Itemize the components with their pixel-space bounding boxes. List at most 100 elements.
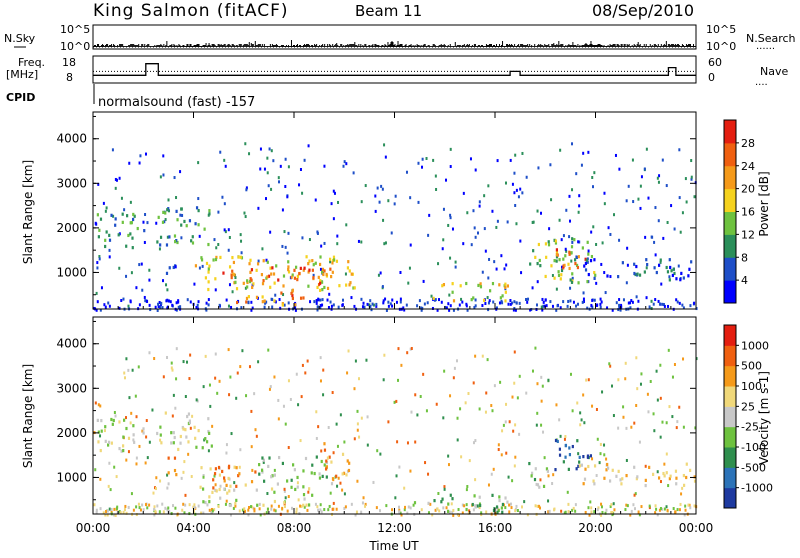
velocity-ground-pixel: [247, 506, 250, 510]
velocity-scatter-pixel: [465, 488, 468, 492]
velocity-ground-pixel: [106, 509, 109, 513]
velocity-scatter-pixel: [659, 396, 662, 400]
velocity-scatter-pixel: [409, 469, 412, 473]
power-scatter-pixel: [609, 232, 612, 236]
power-scatter-pixel: [448, 293, 451, 297]
velocity-ground-pixel: [463, 504, 466, 508]
velocity-echo-pixel: [326, 456, 330, 460]
velocity-ground-pixel: [485, 510, 488, 514]
power-echo-pixel: [312, 263, 315, 267]
nsearch-dots: ......: [756, 41, 775, 52]
velocity-scatter-pixel: [343, 440, 346, 444]
power-scatter-pixel: [198, 234, 201, 238]
velocity-scatter-pixel: [155, 487, 158, 491]
nsky-bar: [421, 46, 423, 47]
velocity-echo-pixel: [479, 503, 482, 508]
velocity-scatter-pixel: [497, 448, 500, 452]
power-colorbar-swatch: [724, 234, 736, 258]
power-scatter-pixel: [531, 286, 534, 290]
nsky-bar: [428, 45, 430, 47]
velocity-ground-pixel: [659, 507, 662, 511]
nsky-bar: [220, 44, 222, 47]
power-ground-pixel: [391, 304, 394, 308]
power-ground-pixel: [177, 305, 180, 309]
power-scatter-pixel: [569, 219, 572, 223]
velocity-scatter-pixel: [125, 458, 128, 462]
power-ground-pixel: [465, 304, 468, 308]
velocity-echo-pixel: [451, 497, 454, 501]
velocity-echo-pixel: [278, 455, 281, 460]
velocity-scatter-pixel: [551, 482, 554, 486]
power-scatter-pixel: [118, 266, 121, 270]
power-scatter-pixel: [639, 206, 642, 210]
velocity-echo-pixel: [441, 497, 444, 501]
velocity-echo-pixel: [657, 476, 661, 480]
velocity-ground-pixel: [539, 506, 542, 510]
power-echo-pixel: [212, 258, 215, 262]
velocity-scatter-pixel: [652, 412, 655, 416]
velocity-echo-pixel: [562, 460, 565, 464]
velocity-scatter-pixel: [284, 422, 287, 426]
nsky-bar: [179, 45, 181, 47]
velocity-ground-pixel: [364, 504, 367, 508]
nsky-bar: [590, 41, 592, 47]
power-scatter-pixel: [243, 211, 246, 215]
nsky-bar: [642, 46, 644, 47]
power-scatter-pixel: [394, 194, 397, 198]
power-scatter-pixel: [532, 220, 535, 224]
power-ground-pixel: [513, 300, 516, 304]
power-echo-pixel: [574, 258, 577, 262]
nsky-bar: [657, 44, 659, 47]
velocity-echo-pixel: [223, 476, 226, 480]
power-ground-pixel: [611, 308, 614, 312]
power-echo-pixel: [267, 274, 271, 278]
power-scatter-pixel: [681, 303, 684, 307]
nsky-bar: [449, 44, 451, 47]
velocity-ground-pixel: [509, 502, 512, 506]
velocity-scatter-pixel: [502, 423, 505, 427]
velocity-scatter-pixel: [468, 509, 471, 513]
power-ground-pixel: [437, 298, 440, 302]
power-scatter-pixel: [432, 158, 435, 162]
power-echo-pixel: [633, 271, 636, 276]
power-ground-pixel: [511, 301, 514, 305]
power-echo-pixel: [587, 272, 590, 277]
velocity-scatter-pixel: [491, 409, 494, 413]
power-scatter-pixel: [162, 173, 165, 177]
power-scatter-pixel: [163, 220, 166, 224]
velocity-scatter-pixel: [207, 449, 210, 453]
velocity-echo-pixel: [104, 439, 107, 443]
power-scatter-pixel: [435, 187, 438, 191]
power-scatter-pixel: [493, 260, 496, 264]
power-ground-pixel: [541, 297, 544, 301]
velocity-scatter-pixel: [189, 426, 192, 430]
power-echo-pixel: [323, 269, 326, 273]
velocity-ground-pixel: [515, 504, 518, 508]
velocity-echo-pixel: [173, 468, 177, 473]
velocity-scatter-pixel: [99, 477, 102, 481]
nsky-bar: [309, 45, 311, 47]
power-echo-pixel: [287, 268, 290, 272]
velocity-scatter-pixel: [682, 425, 685, 429]
velocity-scatter-pixel: [531, 369, 534, 373]
power-scatter-pixel: [627, 184, 630, 188]
nsky-bar: [654, 44, 656, 47]
velocity-colorbar-swatch: [724, 447, 736, 468]
velocity-echo-pixel: [233, 465, 236, 469]
nsky-bar: [124, 46, 126, 47]
power-ground-pixel: [590, 303, 593, 307]
power-echo-pixel: [621, 261, 624, 265]
power-echo-pixel: [532, 249, 535, 253]
power-ground-pixel: [449, 304, 452, 308]
power-ground-pixel: [513, 306, 516, 310]
power-scatter-pixel: [108, 248, 111, 252]
power-echo-pixel: [489, 289, 492, 293]
velocity-echo-pixel: [413, 501, 417, 505]
velocity-echo-pixel: [311, 463, 314, 467]
velocity-scatter-pixel: [514, 423, 517, 427]
power-ground-pixel: [452, 308, 455, 312]
power-ground-pixel: [294, 308, 297, 312]
nsky-bar: [367, 46, 369, 47]
velocity-scatter-pixel: [596, 437, 599, 441]
nsky-bar: [447, 45, 449, 47]
